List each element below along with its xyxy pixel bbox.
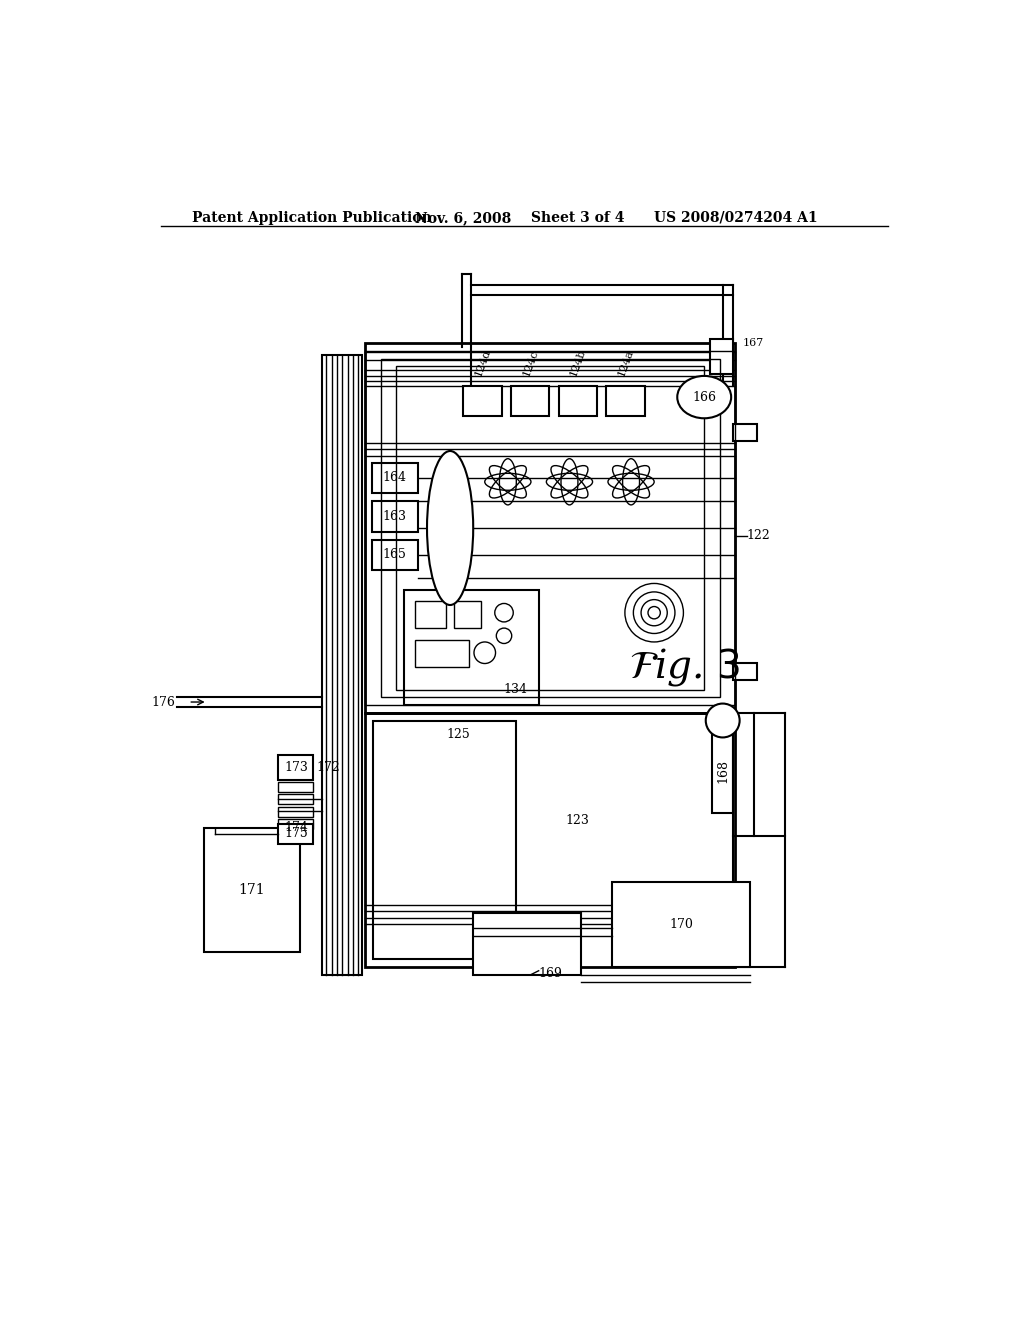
Bar <box>416 640 469 667</box>
Text: 170: 170 <box>669 917 693 931</box>
Text: Patent Application Publication: Patent Application Publication <box>193 211 432 224</box>
Bar <box>733 663 757 680</box>
Text: 165: 165 <box>383 548 407 561</box>
Bar <box>473 913 581 974</box>
Text: 172: 172 <box>316 760 341 774</box>
Ellipse shape <box>677 376 731 418</box>
Bar <box>279 755 313 780</box>
Bar <box>416 601 446 628</box>
Text: 123: 123 <box>565 814 589 828</box>
Text: 122: 122 <box>746 529 770 543</box>
Text: 171: 171 <box>239 883 265 896</box>
Text: 174: 174 <box>285 821 308 834</box>
Circle shape <box>706 704 739 738</box>
Text: 124a: 124a <box>616 348 635 378</box>
Bar <box>463 387 502 416</box>
Text: 175: 175 <box>285 828 308 841</box>
Text: 173: 173 <box>285 760 308 774</box>
Bar <box>366 713 735 966</box>
Bar <box>559 387 597 416</box>
Bar <box>381 359 720 697</box>
Text: 134: 134 <box>504 684 527 696</box>
Bar <box>403 590 539 705</box>
Bar <box>279 795 313 804</box>
Text: 125: 125 <box>446 729 470 742</box>
Bar <box>279 818 313 829</box>
Text: 124d: 124d <box>473 347 492 378</box>
Text: US 2008/0274204 A1: US 2008/0274204 A1 <box>654 211 818 224</box>
Text: Nov. 6, 2008: Nov. 6, 2008 <box>416 211 512 224</box>
Bar <box>366 351 735 705</box>
Bar <box>454 601 481 628</box>
Text: 168: 168 <box>716 759 729 783</box>
Bar <box>372 502 418 532</box>
Bar <box>279 781 313 792</box>
Bar <box>733 424 757 441</box>
Bar <box>373 721 515 960</box>
Text: 164: 164 <box>383 471 407 484</box>
Text: 176: 176 <box>152 696 175 709</box>
Bar <box>279 807 313 817</box>
Bar <box>511 387 550 416</box>
Bar <box>204 829 300 952</box>
Bar <box>606 387 645 416</box>
Text: 166: 166 <box>692 391 716 404</box>
Ellipse shape <box>427 451 473 605</box>
Text: 124b: 124b <box>568 347 588 378</box>
Bar <box>372 462 418 494</box>
Bar <box>279 825 313 843</box>
Bar <box>322 355 361 974</box>
Bar <box>712 729 733 813</box>
Text: 169: 169 <box>539 966 562 979</box>
Text: 163: 163 <box>383 510 407 523</box>
Bar <box>611 882 751 966</box>
Bar <box>710 339 733 374</box>
Bar <box>372 540 418 570</box>
Bar <box>366 343 735 713</box>
Text: 124c: 124c <box>521 348 540 378</box>
Text: Sheet 3 of 4: Sheet 3 of 4 <box>531 211 625 224</box>
Bar <box>396 367 705 689</box>
Text: 167: 167 <box>742 338 764 348</box>
Text: $\mathcal{F}$ig. $3$: $\mathcal{F}$ig. $3$ <box>630 645 740 688</box>
